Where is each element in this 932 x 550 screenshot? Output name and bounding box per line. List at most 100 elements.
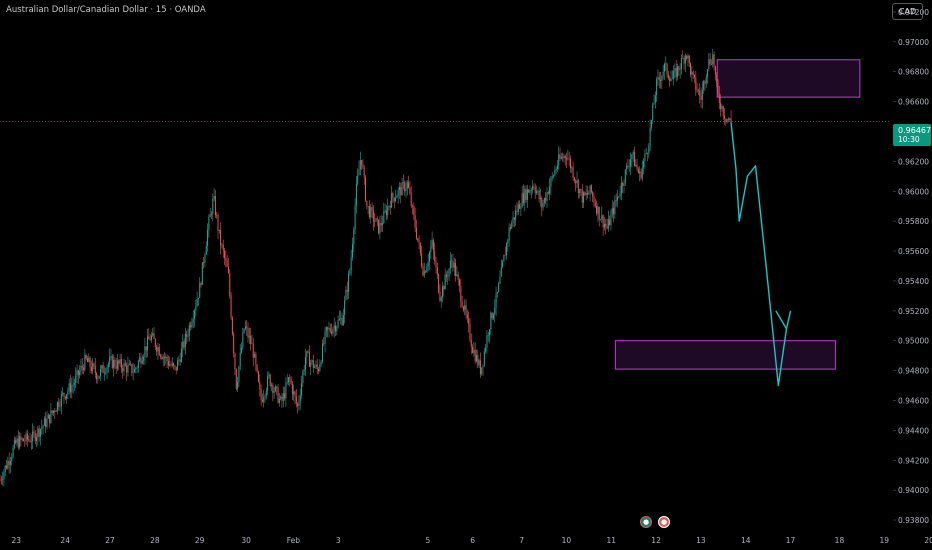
candle-body: [383, 211, 385, 224]
candle-body: [435, 261, 437, 268]
candle-body: [101, 365, 103, 369]
candle-body: [641, 167, 643, 179]
currency-badge[interactable]: CAD: [892, 3, 923, 20]
candle-body: [337, 320, 339, 327]
candle-body: [584, 192, 586, 195]
candle-body: [19, 436, 21, 448]
candle-body: [148, 336, 150, 340]
candle-body: [114, 359, 116, 367]
candle-body: [660, 79, 662, 82]
candle-body: [610, 214, 612, 226]
y-tick-label: 0.96200: [898, 157, 929, 166]
candle-body: [512, 217, 514, 224]
candle-body: [682, 57, 684, 59]
candles: [0, 48, 732, 487]
time-axis[interactable]: 23 24 27 28 29 30 Feb 3 5 6 7 10 11 12 13 14 17 18 19 20: [12, 536, 932, 545]
candle-body: [182, 341, 184, 349]
candle-body: [507, 240, 509, 244]
candle-body: [15, 440, 17, 444]
candle-body: [254, 353, 256, 358]
flag-ca-event-icon[interactable]: ●: [658, 516, 670, 528]
candle-body: [105, 372, 107, 374]
candle-body: [438, 274, 440, 293]
candle-body: [534, 187, 536, 193]
candle-body: [580, 189, 582, 190]
candle-body: [677, 66, 679, 78]
flag-au-ca-event-icon[interactable]: ●: [640, 516, 652, 528]
candle-body: [428, 252, 430, 262]
candle-body: [456, 274, 458, 276]
candle-body: [624, 169, 626, 184]
candle-body: [409, 187, 411, 194]
candle-body: [285, 382, 287, 399]
candle-body: [528, 189, 530, 193]
candle-body: [563, 155, 565, 159]
candle-body: [320, 361, 322, 365]
candle-body: [4, 465, 6, 472]
candle-body: [589, 185, 591, 194]
candle-body: [257, 371, 259, 382]
candle-body: [42, 425, 44, 428]
candle-body: [260, 389, 262, 401]
candle-body: [321, 343, 323, 362]
candle-body: [588, 193, 590, 195]
y-tick-label: 0.97200: [898, 8, 929, 17]
candle-body: [34, 432, 36, 442]
candle-body: [21, 438, 23, 440]
candle-body: [370, 207, 372, 218]
candle-body: [133, 369, 135, 373]
candle-body: [3, 471, 5, 480]
candle-body: [274, 386, 276, 391]
candle-body: [434, 250, 436, 262]
candle-body: [251, 343, 253, 345]
candle-body: [619, 193, 621, 197]
candle-body: [504, 254, 506, 256]
candle-body: [395, 198, 397, 202]
candle-body: [449, 260, 451, 269]
candle-body: [422, 266, 424, 276]
candle-body: [209, 214, 211, 218]
candle-body: [526, 189, 528, 200]
candle-body: [379, 222, 381, 234]
candle-body: [632, 152, 634, 155]
candle-body: [120, 359, 122, 369]
candle-body: [704, 81, 706, 84]
candle-body: [169, 364, 171, 366]
candle-body: [410, 193, 412, 206]
candle-body: [661, 75, 663, 82]
candle-body: [90, 367, 92, 371]
candle-body: [289, 377, 291, 379]
candle-body: [179, 359, 181, 363]
candle-body: [107, 363, 109, 368]
candle-body: [100, 368, 102, 376]
candle-body: [328, 328, 330, 330]
x-tick-label: 7: [519, 536, 524, 545]
candle-body: [487, 335, 489, 336]
candle-body: [703, 81, 705, 90]
price-axis[interactable]: 0.972000.970000.968000.966000.964000.962…: [893, 8, 929, 525]
candle-body: [190, 325, 192, 328]
candle-body: [187, 335, 189, 337]
candle-body: [191, 322, 193, 328]
candle-body: [344, 300, 346, 315]
candle-body: [13, 440, 15, 448]
candle-body: [59, 405, 61, 407]
candle-body: [150, 335, 152, 341]
candle-body: [371, 207, 373, 211]
candle-body: [329, 328, 331, 332]
candle-body: [602, 215, 604, 228]
projection-arrow: [730, 122, 792, 387]
candle-body: [184, 334, 186, 348]
candle-body: [255, 353, 257, 366]
candle-body: [340, 318, 342, 320]
candle-body: [6, 465, 8, 469]
candle-body: [414, 215, 416, 228]
candle-body: [54, 410, 56, 412]
candle-body: [727, 119, 729, 120]
candle-body: [494, 307, 496, 315]
candle-body: [653, 102, 655, 105]
candle-body: [533, 186, 535, 188]
candle-body: [56, 402, 58, 411]
candle-body: [132, 372, 134, 374]
